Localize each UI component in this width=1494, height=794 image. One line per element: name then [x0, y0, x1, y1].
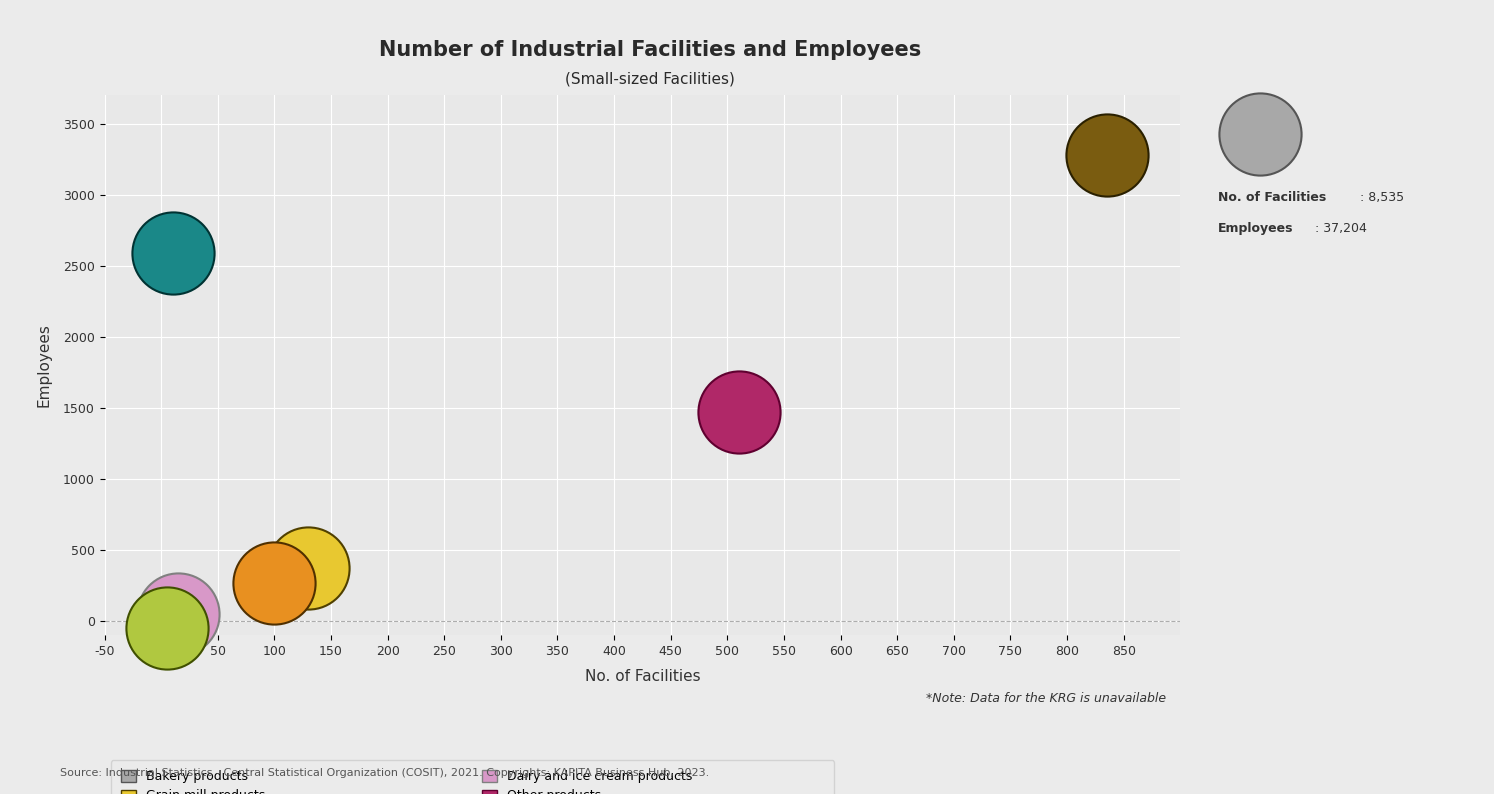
Legend: Bakery products, Grain mill products, Cocoa, chocolate and confectionery, Non-al: Bakery products, Grain mill products, Co… [111, 760, 834, 794]
Text: Source: Industrial Statistics - Central Statistical Organization (COSIT), 2021. : Source: Industrial Statistics - Central … [60, 768, 710, 778]
Text: *Note: Data for the KRG is unavailable: *Note: Data for the KRG is unavailable [926, 692, 1167, 705]
Point [263, 576, 287, 589]
Text: No. of Facilities: No. of Facilities [1218, 191, 1325, 203]
Text: (Small-sized Facilities): (Small-sized Facilities) [565, 71, 735, 87]
Point [160, 247, 184, 260]
Point [1095, 148, 1119, 161]
Point [726, 406, 750, 418]
Y-axis label: Employees: Employees [37, 323, 52, 407]
X-axis label: No. of Facilities: No. of Facilities [584, 669, 701, 684]
Text: Employees: Employees [1218, 222, 1294, 235]
Text: Number of Industrial Facilities and Employees: Number of Industrial Facilities and Empl… [379, 40, 920, 60]
Text: : 8,535: : 8,535 [1360, 191, 1404, 203]
Point [1247, 127, 1271, 140]
Text: : 37,204: : 37,204 [1315, 222, 1367, 235]
Point [296, 561, 320, 574]
Point [166, 607, 190, 620]
Point [155, 622, 179, 634]
